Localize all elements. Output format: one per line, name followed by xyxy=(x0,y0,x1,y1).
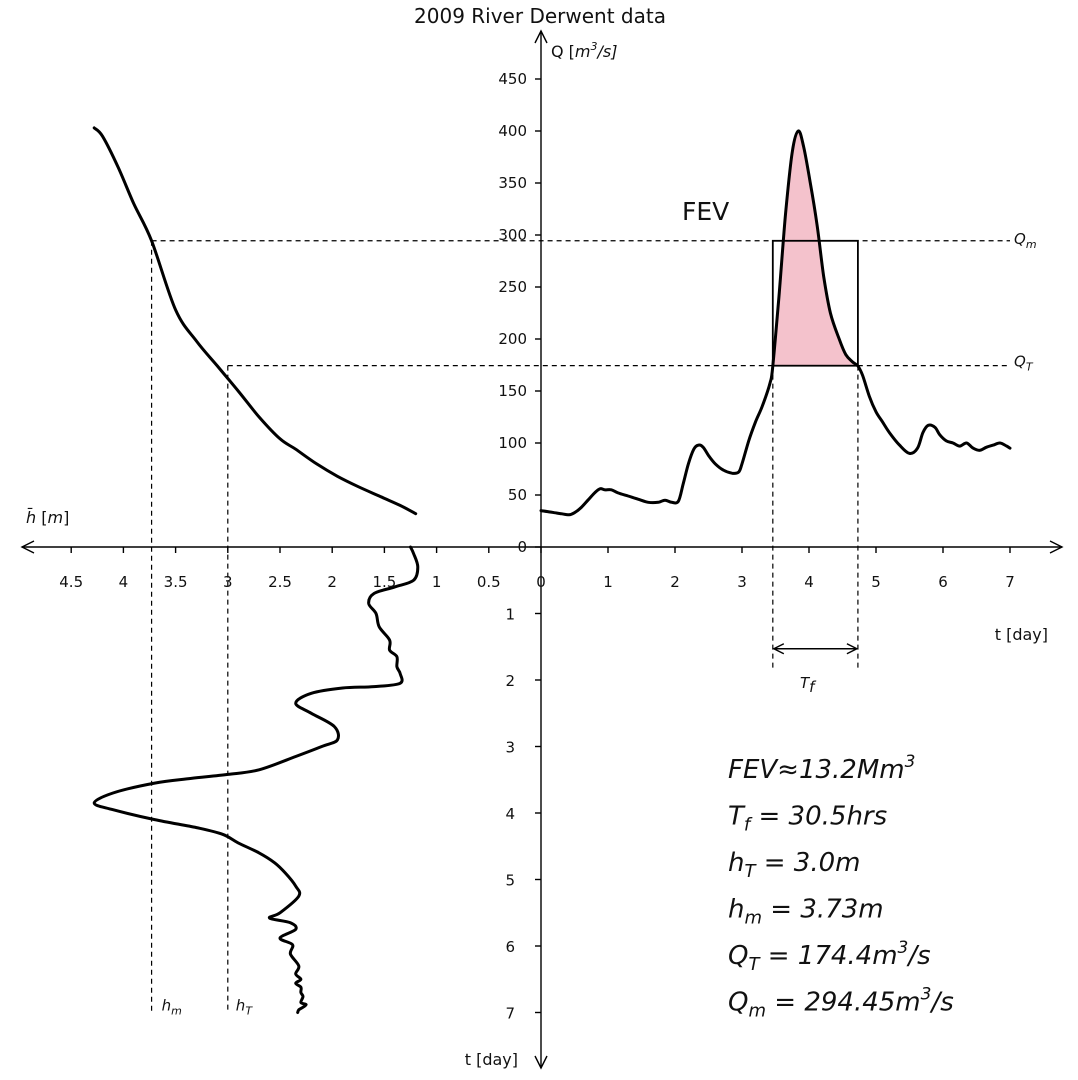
summary-line: hT = 3.0m xyxy=(728,848,860,882)
discharge-tick-label: 50 xyxy=(508,486,527,504)
stage-hydrograph-line xyxy=(92,545,420,1014)
time-axis-arrow-icon xyxy=(1049,540,1064,554)
stage-tick-label: 2.5 xyxy=(268,573,292,591)
chart-title: 2009 River Derwent data xyxy=(414,4,666,28)
stage-tick-label: 3 xyxy=(223,573,233,591)
time-down-tick-label: 5 xyxy=(505,872,515,890)
time-tick-label: 5 xyxy=(871,573,881,591)
discharge-tick-label: 300 xyxy=(498,226,527,244)
stage-tick-label: 4 xyxy=(119,573,129,591)
fev-shaded-area xyxy=(772,131,858,366)
discharge-axis-label: Q [m3/s] xyxy=(551,40,617,61)
discharge-tick-label: 250 xyxy=(498,278,527,296)
stage-tick-label: 1.5 xyxy=(372,573,396,591)
time-down-tick-label: 2 xyxy=(505,672,515,690)
discharge-tick-label: 0 xyxy=(517,538,527,556)
stage-tick-label: 2 xyxy=(327,573,337,591)
time-tick-label: 2 xyxy=(670,573,680,591)
rating-curve-line xyxy=(92,126,418,516)
stage-tick-label: 4.5 xyxy=(59,573,83,591)
stage-tick-label: 3.5 xyxy=(164,573,188,591)
discharge-axis-arrow-icon xyxy=(534,29,548,44)
fev-label: FEV xyxy=(682,197,729,226)
time-down-tick-label: 1 xyxy=(505,606,515,624)
time-tick-label: 4 xyxy=(804,573,814,591)
discharge-tick-label: 450 xyxy=(498,70,527,88)
tf-label: Tf xyxy=(800,674,817,696)
stage-tick-label: 1 xyxy=(432,573,442,591)
time-tick-label: 1 xyxy=(603,573,613,591)
time-tick-label: 3 xyxy=(737,573,747,591)
discharge-tick-label: 100 xyxy=(498,434,527,452)
hm-label: hm xyxy=(162,997,182,1018)
time-tick-label: 7 xyxy=(1005,573,1015,591)
summary-line: FEV≈13.2Mm3 xyxy=(728,752,915,785)
time-down-tick-label: 6 xyxy=(505,938,515,956)
stage-axis-label: h̄ [m] xyxy=(26,508,69,527)
qt-label: QT xyxy=(1014,353,1034,374)
discharge-tick-label: 400 xyxy=(498,122,527,140)
time-tick-label: 0 xyxy=(536,573,546,591)
tf-right-arrow-icon xyxy=(846,643,859,655)
summary-line: Qm = 294.45m3/s xyxy=(728,985,954,1022)
time-down-tick-label: 3 xyxy=(505,739,515,757)
qm-label: Qm xyxy=(1014,230,1037,251)
time-tick-label: 6 xyxy=(938,573,948,591)
summary-line: QT = 174.4m3/s xyxy=(728,938,931,975)
summary-line: hm = 3.73m xyxy=(728,895,884,929)
stage-axis-arrow-icon xyxy=(20,540,35,554)
time-down-tick-label: 7 xyxy=(505,1005,515,1023)
discharge-tick-label: 200 xyxy=(498,330,527,348)
hydrograph-line xyxy=(539,129,1012,517)
ht-label: hT xyxy=(236,997,254,1018)
time-down-axis-label: t [day] xyxy=(465,1050,518,1069)
discharge-tick-label: 150 xyxy=(498,382,527,400)
time-axis-label: t [day] xyxy=(995,625,1048,644)
discharge-tick-label: 350 xyxy=(498,174,527,192)
tf-left-arrow-icon xyxy=(772,643,785,655)
summary-line: Tf = 30.5hrs xyxy=(728,802,887,836)
stage-tick-label: 0.5 xyxy=(477,573,501,591)
time-down-axis-arrow-icon xyxy=(534,1055,548,1070)
time-down-tick-label: 4 xyxy=(505,805,515,823)
